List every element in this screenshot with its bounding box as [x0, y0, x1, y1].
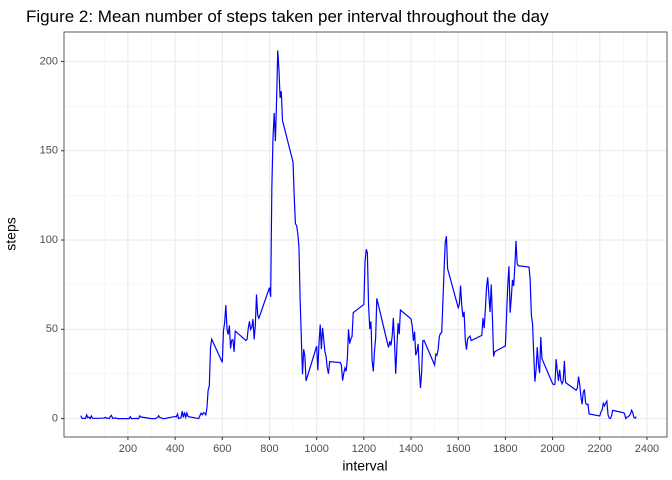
x-tick-label: 400: [166, 443, 184, 455]
x-tick-label: 200: [119, 443, 137, 455]
y-tick-label: 100: [40, 234, 58, 246]
x-tick-label: 1600: [446, 443, 470, 455]
y-tick-label: 0: [52, 413, 58, 425]
y-axis-title: steps: [3, 217, 19, 250]
x-tick-label: 1800: [493, 443, 517, 455]
x-tick-label: 800: [260, 443, 278, 455]
y-tick-label: 150: [40, 145, 58, 157]
y-tick-label: 200: [40, 55, 58, 67]
x-axis-title: interval: [342, 458, 387, 474]
x-tick-label: 1000: [304, 443, 328, 455]
x-tick-label: 2000: [540, 443, 564, 455]
x-tick-label: 1400: [399, 443, 423, 455]
x-tick-label: 600: [213, 443, 231, 455]
x-tick-label: 1200: [352, 443, 376, 455]
data-line: [80, 50, 637, 420]
panel-border: [63, 31, 668, 438]
y-tick-label: 50: [46, 323, 58, 335]
x-tick-label: 2200: [588, 443, 612, 455]
chart-title: Figure 2: Mean number of steps taken per…: [26, 7, 549, 26]
plot-panel: [64, 32, 667, 437]
x-tick-label: 2400: [635, 443, 659, 455]
